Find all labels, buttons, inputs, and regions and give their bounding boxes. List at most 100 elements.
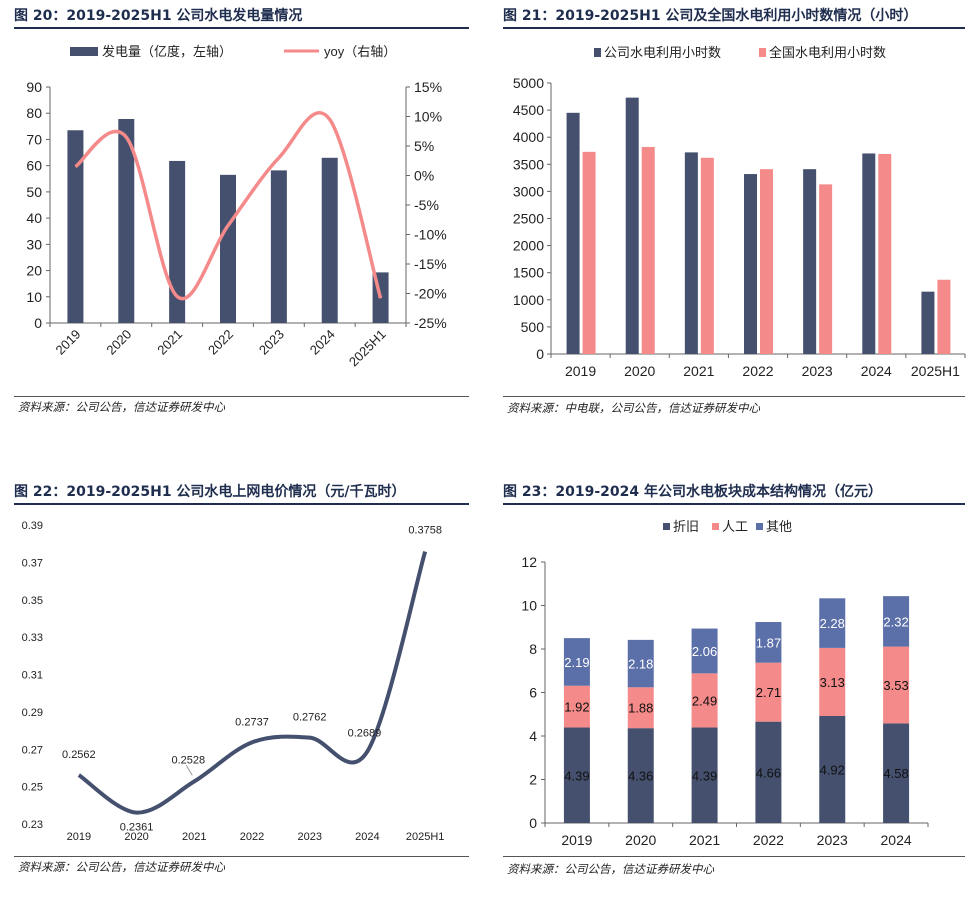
bar-company-hours (921, 291, 935, 354)
y-tick-label: 500 (521, 319, 545, 335)
y-tick-label: 0.35 (22, 595, 43, 607)
fig23-title-rule (503, 503, 965, 505)
legend-swatch (712, 523, 719, 530)
bar-labor (883, 646, 910, 724)
y2-tick-label: 5% (414, 138, 434, 154)
data-label: 2.71 (756, 685, 781, 700)
bar-company-hours (684, 152, 698, 354)
data-label: 0.2528 (171, 754, 205, 766)
legend-swatch (756, 523, 763, 530)
data-label: 2.32 (883, 614, 908, 629)
data-label: 2.06 (692, 644, 717, 659)
panel-fig20: 图 20：2019-2025H1 公司水电发电量情况 发电量（亿度，左轴） yoy… (14, 0, 469, 440)
data-label: 4.92 (820, 762, 845, 777)
y-tick-label: 2500 (513, 211, 544, 227)
bar-labor (563, 685, 590, 728)
yoy-line (74, 111, 383, 301)
y-tick-label: 2 (529, 772, 537, 788)
bar-other (691, 628, 718, 674)
data-label: 2.49 (692, 693, 717, 708)
fig20-chart: 发电量（亿度，左轴） yoy（右轴） 0 10 20 30 40 50 60 70 80 90 -25%… (26, 44, 447, 369)
fig22-source-rule (14, 856, 469, 857)
fig22-title-rule (14, 503, 469, 505)
bar-other (755, 622, 782, 663)
x-tick-label: 2022 (205, 327, 236, 358)
bar-labor (819, 647, 846, 716)
bar-national-hours (582, 151, 596, 354)
data-label: 1.88 (628, 701, 653, 716)
bar-depreciation (755, 721, 782, 823)
data-label: 0.2689 (348, 727, 382, 739)
y-tick-label: 10 (521, 598, 537, 614)
bar-labor (691, 673, 718, 728)
y2-tick-label: -5% (414, 197, 439, 213)
legend-company-swatch (594, 48, 601, 57)
bar-national-hours (819, 184, 833, 354)
bar-depreciation (883, 723, 910, 823)
panel-fig22: 图 22：2019-2025H1 公司水电上网电价情况（元/千瓦时） 0.23 0… (14, 476, 469, 906)
y-tick-label: 0 (34, 315, 42, 331)
data-label: 4.58 (883, 766, 908, 781)
y-tick-label: 0.31 (22, 670, 43, 682)
legend-label: 折旧 (673, 519, 699, 534)
bar-generation (270, 170, 287, 323)
y-tick-label: 10 (26, 289, 42, 305)
bar-national-hours (878, 154, 892, 354)
x-tick-label: 2019 (52, 327, 83, 358)
fig21-chart: 公司水电利用小时数 全国水电利用小时数 0 500 1000 1500 2000 2500 30… (513, 45, 966, 379)
bar-other (563, 638, 590, 686)
bar-other (627, 639, 654, 688)
data-label: 4.36 (628, 769, 653, 784)
y-tick-label: 8 (529, 641, 537, 657)
data-label: 2.28 (820, 616, 845, 631)
bar-generation (118, 118, 135, 323)
fig21-title-rule (503, 27, 965, 29)
fig21-title: 图 21：2019-2025H1 公司及全国水电利用小时数情况（小时） (503, 8, 918, 24)
fig23-source-rule (503, 856, 965, 857)
x-tick-label: 2022 (240, 831, 264, 843)
y-tick-label: 0.27 (22, 744, 43, 756)
x-tick-label: 2024 (307, 327, 338, 358)
y-tick-label: 0.25 (22, 782, 43, 794)
y-tick-label: 4 (529, 728, 537, 744)
bar-generation (169, 160, 186, 323)
data-label: 3.53 (883, 678, 908, 693)
y-tick-label: 20 (26, 263, 42, 279)
x-tick-label: 2021 (154, 327, 185, 358)
x-tick-label: 2024 (355, 831, 379, 843)
x-tick-label: 2021 (683, 363, 714, 379)
fig21-source-rule (503, 396, 965, 397)
legend-label: 其他 (766, 519, 792, 534)
y-tick-label: 12 (521, 554, 537, 570)
legend-bar-swatch (70, 47, 98, 56)
fig20-source: 资料来源：公司公告，信达证券研发中心 (18, 400, 225, 414)
bar-other (819, 598, 846, 648)
bar-labor (627, 687, 654, 729)
y-tick-label: 4000 (513, 129, 544, 145)
x-tick-label: 2025H1 (406, 831, 445, 843)
bar-depreciation (627, 728, 654, 823)
y-tick-label: 0.33 (22, 632, 43, 644)
y2-tick-label: -10% (414, 227, 447, 243)
y-tick-label: 40 (26, 210, 42, 226)
y-tick-label: 0.23 (22, 819, 43, 831)
x-tick-label: 2020 (624, 363, 655, 379)
data-label: 2.18 (628, 657, 653, 672)
y-tick-label: 0.39 (22, 520, 43, 532)
legend-national-label: 全国水电利用小时数 (769, 45, 886, 60)
x-tick-label: 2023 (297, 831, 321, 843)
y-tick-label: 1000 (513, 292, 544, 308)
data-label: 0.3758 (408, 525, 442, 537)
fig21-source: 资料来源：中电联，公司公告，信达证券研发中心 (507, 401, 760, 415)
bar-labor (755, 662, 782, 722)
fig22-title: 图 22：2019-2025H1 公司水电上网电价情况（元/千瓦时） (14, 484, 406, 500)
price-line (77, 550, 428, 815)
y-tick-label: 3000 (513, 183, 544, 199)
x-tick-label: 2021 (182, 831, 206, 843)
label-leader (185, 765, 193, 776)
legend-national-swatch (759, 48, 766, 57)
x-tick-label: 2023 (802, 363, 833, 379)
x-tick-label: 2020 (625, 832, 656, 848)
data-label: 4.66 (756, 765, 781, 780)
y2-tick-label: -15% (414, 256, 447, 272)
